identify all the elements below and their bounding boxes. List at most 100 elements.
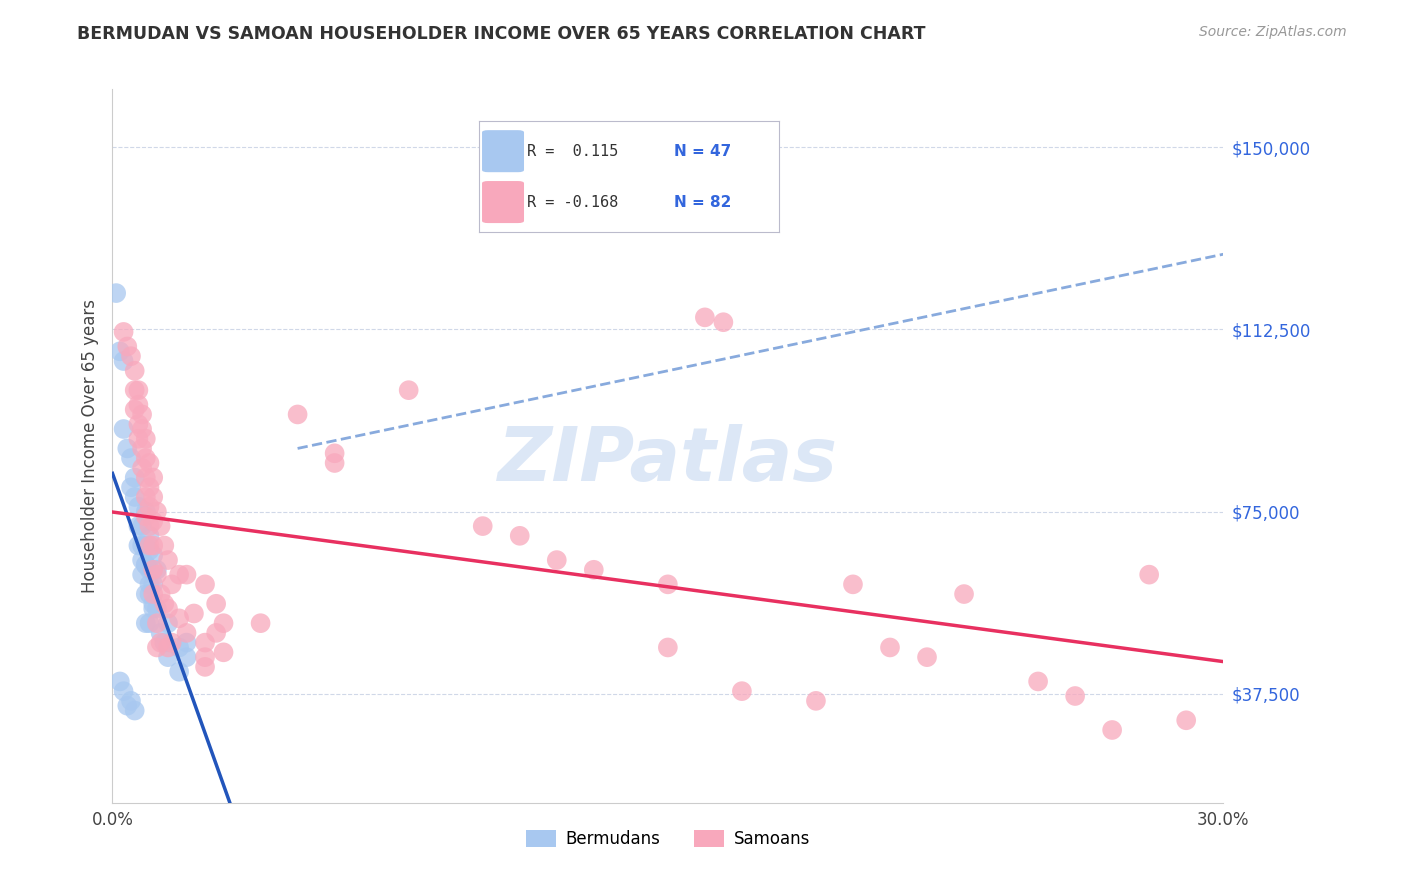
Y-axis label: Householder Income Over 65 years: Householder Income Over 65 years xyxy=(80,299,98,593)
Point xyxy=(131,442,153,456)
Point xyxy=(657,640,679,655)
Point xyxy=(157,616,180,631)
Point xyxy=(131,408,153,422)
Point xyxy=(131,422,153,436)
Point xyxy=(124,364,146,378)
Point xyxy=(124,402,146,417)
Point xyxy=(131,567,153,582)
Point xyxy=(120,451,142,466)
Point xyxy=(117,339,139,353)
Point xyxy=(149,519,172,533)
Point xyxy=(212,616,235,631)
Point xyxy=(142,597,165,611)
Point xyxy=(124,470,146,484)
Point xyxy=(157,601,180,615)
Point xyxy=(183,607,205,621)
Point xyxy=(135,504,157,518)
Point xyxy=(112,354,135,368)
Point xyxy=(127,519,149,533)
Point xyxy=(915,650,938,665)
Point xyxy=(138,456,160,470)
Point xyxy=(138,529,160,543)
Point xyxy=(127,500,149,514)
Point xyxy=(323,446,346,460)
Point xyxy=(135,432,157,446)
Point xyxy=(149,635,172,649)
Point xyxy=(131,553,153,567)
Point xyxy=(842,577,865,591)
Point xyxy=(117,442,139,456)
Point xyxy=(135,451,157,466)
Text: BERMUDAN VS SAMOAN HOUSEHOLDER INCOME OVER 65 YEARS CORRELATION CHART: BERMUDAN VS SAMOAN HOUSEHOLDER INCOME OV… xyxy=(77,25,925,43)
Point xyxy=(146,504,169,518)
Legend: Bermudans, Samoans: Bermudans, Samoans xyxy=(519,823,817,855)
Point xyxy=(135,587,157,601)
Point xyxy=(108,344,131,359)
Point xyxy=(135,558,157,572)
Point xyxy=(1101,723,1123,737)
Point xyxy=(194,660,217,674)
Point xyxy=(953,587,976,601)
Point xyxy=(582,563,605,577)
Point xyxy=(135,509,157,524)
Point xyxy=(108,674,131,689)
Point xyxy=(167,665,190,679)
Point xyxy=(1026,674,1049,689)
Point xyxy=(1175,713,1198,727)
Point xyxy=(176,626,198,640)
Point xyxy=(167,611,190,625)
Point xyxy=(167,567,190,582)
Point xyxy=(194,577,217,591)
Point xyxy=(127,539,149,553)
Point xyxy=(138,543,160,558)
Point xyxy=(693,310,716,325)
Point xyxy=(249,616,271,631)
Point xyxy=(713,315,735,329)
Point xyxy=(657,577,679,591)
Point xyxy=(146,640,169,655)
Point xyxy=(142,601,165,615)
Point xyxy=(167,640,190,655)
Point xyxy=(120,694,142,708)
Point xyxy=(879,640,901,655)
Point xyxy=(135,616,157,631)
Point xyxy=(135,539,157,553)
Point xyxy=(124,490,146,504)
Point xyxy=(117,698,139,713)
Point xyxy=(157,553,180,567)
Point xyxy=(138,577,160,591)
Point xyxy=(138,480,160,494)
Point xyxy=(105,286,128,301)
Point xyxy=(194,650,217,665)
Point xyxy=(1064,689,1087,703)
Point xyxy=(149,626,172,640)
Point xyxy=(509,529,531,543)
Point xyxy=(142,577,165,591)
Point xyxy=(131,460,153,475)
Point xyxy=(157,650,180,665)
Point xyxy=(127,383,149,397)
Point xyxy=(205,597,228,611)
Point xyxy=(131,539,153,553)
Point xyxy=(120,480,142,494)
Point xyxy=(176,567,198,582)
Point xyxy=(146,616,169,631)
Point xyxy=(146,567,169,582)
Point xyxy=(194,635,217,649)
Point xyxy=(546,553,568,567)
Point xyxy=(153,597,176,611)
Point xyxy=(135,558,157,572)
Point xyxy=(127,417,149,432)
Point xyxy=(127,432,149,446)
Point xyxy=(127,398,149,412)
Point xyxy=(124,383,146,397)
Point xyxy=(149,587,172,601)
Point xyxy=(731,684,754,698)
Point xyxy=(153,539,176,553)
Point xyxy=(142,548,165,562)
Point xyxy=(112,422,135,436)
Point xyxy=(138,616,160,631)
Point xyxy=(112,325,135,339)
Text: ZIPatlas: ZIPatlas xyxy=(498,424,838,497)
Point xyxy=(398,383,420,397)
